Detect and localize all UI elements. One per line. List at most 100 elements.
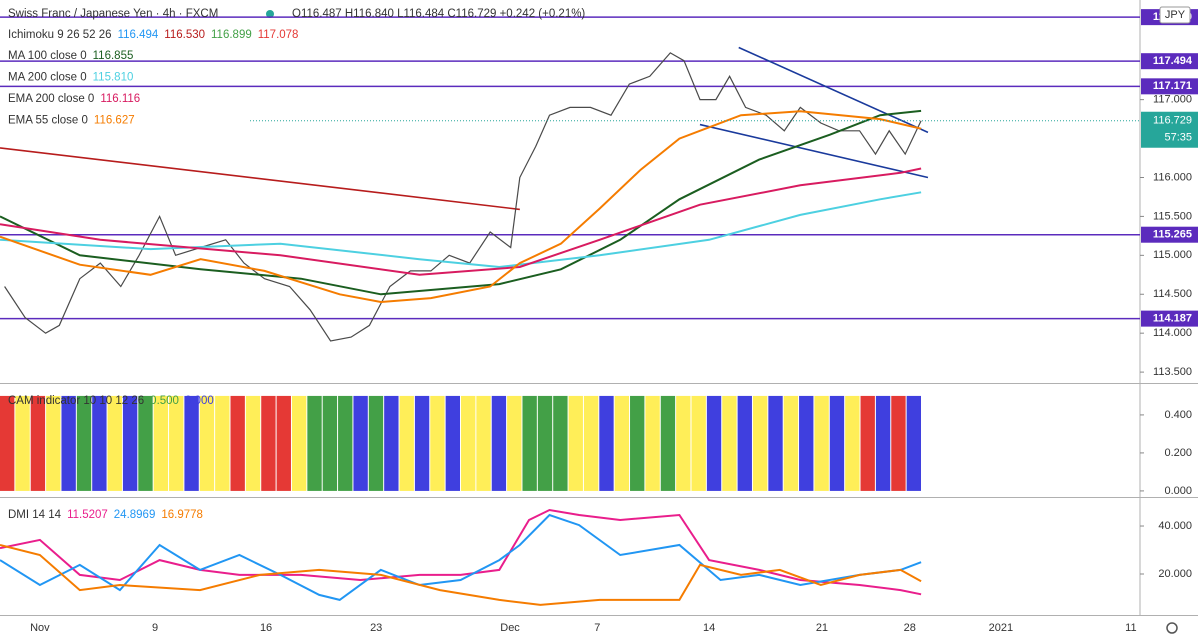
x-tick-label: 16 (260, 622, 272, 634)
x-tick-label: 14 (703, 622, 715, 634)
cam-bar (491, 395, 507, 491)
y-tick-label: 0.400 (1164, 409, 1192, 421)
gear[interactable] (1166, 622, 1178, 634)
x-tick-label: 28 (904, 622, 916, 634)
cam-bar (507, 395, 522, 491)
cam-bar (537, 395, 553, 491)
cam-bar (553, 395, 568, 491)
legend-value: 24.8969 (114, 509, 156, 521)
cam-bar (261, 395, 276, 491)
trend-line (699, 123, 929, 179)
legend-name: CAM indicator 10 10 12 26 (8, 395, 144, 407)
level-label: 114.187 (1153, 313, 1192, 325)
legend-value: 116.116 (100, 93, 140, 105)
level-label: 115.265 (1153, 229, 1192, 241)
y-tick-label: 40.000 (1158, 520, 1192, 532)
cam-bar (845, 395, 860, 491)
x-tick-label: 21 (816, 622, 828, 634)
currency-badge (1159, 6, 1191, 24)
y-tick-label: 113.500 (1153, 366, 1192, 378)
settings-icon[interactable] (1166, 622, 1178, 634)
cam-bar (399, 395, 414, 491)
level-label: 117.494 (1153, 55, 1193, 67)
cam-bar (752, 395, 768, 491)
series-line (0, 508, 922, 596)
series-line (0, 109, 922, 296)
market-status-dot (266, 10, 274, 18)
cam-bar (737, 395, 752, 491)
series-line (0, 544, 922, 606)
cam-bar (61, 395, 76, 491)
cam-bar (384, 395, 399, 491)
cam-bar (445, 395, 460, 491)
ohlc-readout: O116.487 H116.840 L116.484 C116.729 +0.2… (292, 8, 585, 20)
y-tick-label: 116.000 (1153, 171, 1192, 183)
legend-name: EMA 200 close 0 (8, 93, 94, 105)
legend-value: 116.627 (94, 115, 135, 127)
series-line (0, 513, 922, 601)
cam-bar (245, 395, 261, 491)
legend-name: Ichimoku 9 26 52 26 (8, 29, 112, 41)
cam-bar (230, 395, 245, 491)
cam-bar (15, 395, 30, 491)
legend-value: 16.9778 (161, 509, 203, 521)
last-price-bg (1141, 111, 1198, 148)
series-line (0, 110, 922, 304)
level-label-bg (1141, 226, 1198, 243)
cam-bar (660, 395, 676, 491)
legend-value: 116.530 (164, 29, 205, 41)
cam-bar (814, 395, 829, 491)
cam-bar (461, 395, 476, 491)
cam-bar (614, 395, 630, 491)
x-tick-label: Dec (500, 622, 520, 634)
cam-bar (568, 395, 583, 491)
legend-name: DMI 14 14 (8, 509, 62, 521)
y-tick-label: 115.000 (1153, 249, 1192, 261)
y-tick-label: 117.000 (1153, 94, 1192, 106)
cam-bar (307, 395, 322, 491)
x-tick-label: 9 (152, 622, 158, 634)
series-line (4, 52, 922, 342)
cam-bar (92, 395, 107, 491)
cam-bar (599, 395, 614, 491)
legend-value: 117.078 (258, 29, 299, 41)
cam-bar (676, 395, 691, 491)
trend-line (0, 147, 520, 211)
x-tick-label: 11 (1125, 622, 1136, 634)
cam-bar (184, 395, 199, 491)
y-tick-label: 114.500 (1153, 288, 1192, 300)
cam-bar (768, 395, 783, 491)
legend-value: 116.899 (211, 29, 252, 41)
currency-label: JPY (1165, 9, 1186, 21)
series-line (0, 167, 922, 276)
cam-bar (875, 395, 891, 491)
cam-bar (122, 395, 138, 491)
cam-bar (338, 395, 353, 491)
cam-bar (215, 395, 230, 491)
cam-bar (353, 395, 368, 491)
level-label-bg (1141, 78, 1198, 95)
cam-bar (107, 395, 122, 491)
cam-bar (476, 395, 491, 491)
legend-value: 11.5207 (67, 509, 108, 521)
cam-bar (138, 395, 153, 491)
countdown: 57:35 (1164, 132, 1192, 144)
cam-bar (0, 395, 15, 491)
cam-bar (430, 395, 445, 491)
cam-bar (414, 395, 430, 491)
cam-bar (522, 395, 537, 491)
cam-bar (799, 395, 814, 491)
cam-bar (829, 395, 845, 491)
level-label-bg (1141, 310, 1198, 327)
legend-value: 116.494 (118, 29, 159, 41)
cam-bar (706, 395, 722, 491)
y-tick-label: 0.000 (1164, 485, 1192, 497)
legend-value: 116.855 (93, 50, 134, 62)
x-tick-label: 23 (370, 622, 382, 634)
level-label: 117.171 (1153, 80, 1192, 92)
y-tick-label: 0.200 (1164, 447, 1192, 459)
cam-bar (30, 395, 46, 491)
cam-bar (76, 395, 92, 491)
legend-name: EMA 55 close 0 (8, 115, 88, 127)
cam-bar (906, 395, 921, 491)
